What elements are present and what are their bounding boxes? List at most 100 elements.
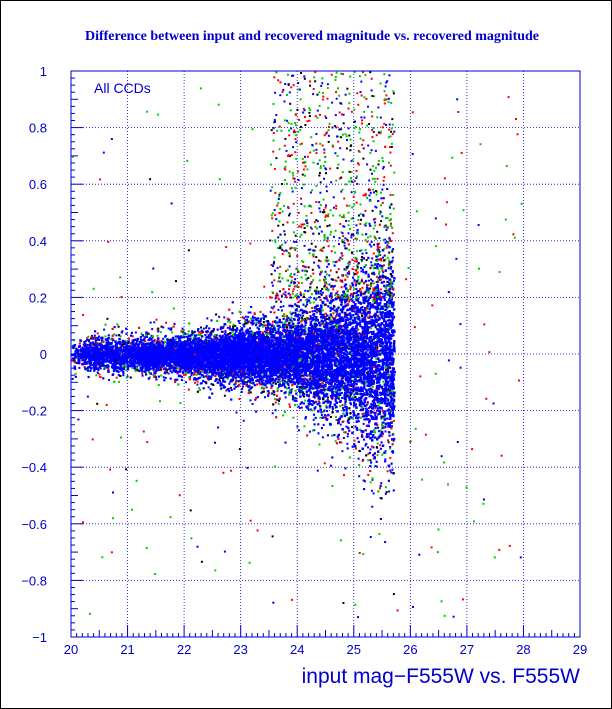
data-point xyxy=(390,222,392,225)
data-point xyxy=(311,403,313,406)
data-point xyxy=(392,593,395,596)
data-point xyxy=(387,280,390,283)
data-point xyxy=(350,293,353,295)
data-point xyxy=(357,297,360,300)
data-point xyxy=(229,386,232,389)
data-point xyxy=(347,393,350,396)
data-point xyxy=(388,490,391,493)
data-point xyxy=(367,407,370,410)
data-point xyxy=(279,306,282,308)
data-point xyxy=(286,324,289,326)
data-point xyxy=(375,193,378,196)
data-point xyxy=(290,391,293,394)
data-point xyxy=(226,326,229,329)
data-point xyxy=(372,457,375,460)
data-point xyxy=(313,315,316,318)
data-point xyxy=(244,373,247,376)
data-point xyxy=(365,259,368,261)
data-point xyxy=(362,271,365,274)
data-point xyxy=(325,286,328,289)
data-point xyxy=(291,388,294,390)
data-point xyxy=(255,319,258,322)
data-point xyxy=(197,372,200,375)
data-point xyxy=(329,416,332,418)
data-point xyxy=(393,279,395,282)
data-point xyxy=(384,492,387,495)
data-point xyxy=(207,375,210,378)
data-point xyxy=(362,407,365,410)
data-point xyxy=(98,373,101,376)
data-point xyxy=(318,279,321,282)
data-point xyxy=(277,402,280,405)
data-point xyxy=(222,330,225,333)
data-point xyxy=(391,425,393,428)
data-point xyxy=(304,305,307,308)
data-point xyxy=(164,376,167,379)
data-point xyxy=(136,365,139,368)
data-point xyxy=(294,311,297,314)
data-point xyxy=(178,336,181,339)
data-point xyxy=(234,382,237,385)
data-point xyxy=(346,442,349,445)
data-point xyxy=(379,349,381,352)
data-point xyxy=(367,459,370,462)
data-point xyxy=(381,274,384,277)
data-point xyxy=(187,333,190,336)
data-point xyxy=(341,450,344,453)
data-point xyxy=(389,224,392,227)
data-point xyxy=(290,316,293,319)
data-point xyxy=(337,268,340,271)
data-point xyxy=(299,328,302,331)
data-point xyxy=(271,375,274,378)
data-point xyxy=(376,346,379,349)
data-point xyxy=(336,384,339,386)
data-point xyxy=(317,292,320,295)
data-point xyxy=(388,345,391,347)
data-point xyxy=(355,288,358,290)
data-point xyxy=(84,340,87,343)
data-point xyxy=(362,458,365,461)
data-point xyxy=(357,278,360,281)
data-point xyxy=(313,332,315,335)
data-point xyxy=(93,368,96,371)
data-point xyxy=(301,282,303,285)
data-point xyxy=(356,389,359,392)
data-point xyxy=(156,334,159,337)
data-point xyxy=(319,362,322,365)
data-point xyxy=(389,469,392,472)
data-point xyxy=(95,342,98,345)
data-point xyxy=(279,326,282,329)
data-point xyxy=(305,394,308,397)
data-point xyxy=(336,328,339,331)
data-point xyxy=(141,342,144,345)
data-point xyxy=(193,373,195,376)
data-point xyxy=(389,383,392,385)
data-point xyxy=(253,316,256,319)
data-point xyxy=(328,283,331,286)
data-point xyxy=(357,388,360,391)
data-point xyxy=(338,441,341,444)
data-point xyxy=(369,459,372,462)
data-point xyxy=(276,321,279,324)
data-point xyxy=(171,331,174,334)
data-point xyxy=(122,343,125,346)
data-point xyxy=(222,325,225,328)
data-point xyxy=(335,345,338,347)
data-point xyxy=(383,264,385,267)
data-point xyxy=(218,315,221,318)
data-point xyxy=(143,336,146,339)
data-point xyxy=(203,343,206,346)
data-point xyxy=(361,308,364,311)
data-point xyxy=(384,238,387,241)
data-point xyxy=(356,313,359,316)
data-point xyxy=(365,252,368,254)
data-point xyxy=(278,318,281,321)
data-point xyxy=(255,380,258,383)
data-point xyxy=(181,376,183,379)
data-point xyxy=(103,367,106,370)
data-point xyxy=(352,404,355,407)
data-point xyxy=(300,316,303,319)
data-point xyxy=(376,394,379,397)
data-point xyxy=(368,222,371,225)
data-point xyxy=(152,373,155,376)
